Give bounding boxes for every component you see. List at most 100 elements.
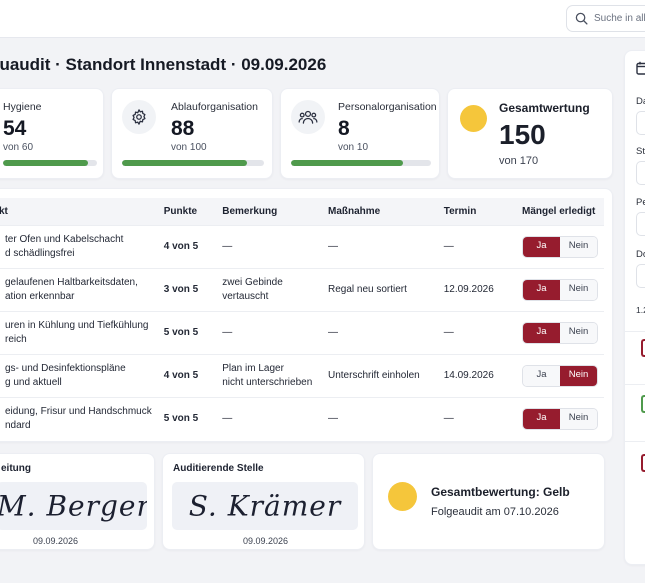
signature-card-leitung: eitung M. Berger 09.09.2026: [0, 453, 155, 550]
date-cell: —: [437, 310, 516, 354]
kpi-label: Ablauforganisation: [171, 101, 258, 113]
kpi-sub: von 10: [338, 142, 369, 153]
item-cell: eidung, Frisur und Handschmuck ndard: [0, 396, 158, 440]
date-cell: —: [437, 396, 516, 440]
item-cell: gs- und Desinfektionspläne g und aktuell: [0, 353, 158, 397]
toggle-yes[interactable]: Ja: [523, 322, 560, 343]
resolved-toggle[interactable]: Ja Nein: [522, 407, 598, 430]
progress-bar: [122, 160, 264, 166]
signature-text: M. Berger: [0, 489, 147, 523]
signature-field[interactable]: S. Krämer: [172, 482, 358, 530]
remark-cell: Plan im Lager nicht unterschrieben: [216, 353, 322, 397]
side-input-person[interactable]: [636, 212, 645, 236]
signature-date: 09.09.2026: [243, 536, 289, 546]
resolved-toggle[interactable]: Ja Nein: [522, 364, 598, 387]
signature-text: S. Krämer: [188, 489, 342, 523]
table-row: uren in Kühlung und Tiefkühlung reich 5 v…: [0, 310, 604, 354]
action-cell: —: [321, 310, 438, 354]
toggle-yes[interactable]: Ja: [523, 408, 560, 429]
resolved-cell: Ja Nein: [516, 310, 604, 354]
table-row: gelaufenen Haltbarkeitsdaten, ation erken…: [0, 267, 604, 311]
resolved-cell: Ja Nein: [516, 353, 604, 397]
kpi-card-ablauforganisation: Ablauforganisation 88 von 100: [111, 88, 273, 179]
action-cell: —: [321, 224, 438, 268]
toggle-yes[interactable]: Ja: [523, 236, 560, 257]
progress-fill: [291, 160, 403, 166]
result-card: Gesamtbewertung: Gelb Folgeaudit am 07.1…: [372, 453, 605, 550]
side-divider: [625, 331, 645, 332]
total-value: 150: [499, 119, 546, 150]
resolved-toggle[interactable]: Ja Nein: [522, 278, 598, 301]
total-sub: von 170: [499, 155, 539, 167]
kpi-value: 88: [171, 117, 195, 140]
toggle-yes[interactable]: Ja: [523, 365, 560, 386]
side-count: 1.2: [636, 305, 645, 315]
remark-cell: —: [216, 224, 322, 268]
toggle-no[interactable]: Nein: [560, 365, 597, 386]
score-cell: 4 von 5: [157, 353, 217, 397]
search-placeholder: Suche in allen: [594, 13, 645, 24]
top-bar: Suche in allen: [0, 0, 645, 38]
score-cell: 5 von 5: [157, 310, 217, 354]
kpi-card-personalorganisation: Personalorganisation 8 von 10: [280, 88, 440, 179]
progress-bar: [3, 160, 97, 166]
toggle-no[interactable]: Nein: [560, 408, 597, 429]
table-row: eidung, Frisur und Handschmuck ndard 5 vo…: [0, 396, 604, 440]
kpi-label: Hygiene: [3, 101, 42, 113]
warning-flag-icon: [641, 454, 645, 472]
column-header-termin: Termin: [437, 198, 516, 225]
action-cell: Unterschrift einholen: [321, 353, 438, 397]
remark-cell: —: [216, 396, 322, 440]
resolved-toggle[interactable]: Ja Nein: [522, 321, 598, 344]
column-header-maengel-erledigt: Mängel erledigt: [516, 198, 604, 225]
total-label: Gesamtwertung: [499, 101, 590, 115]
remark-cell: —: [216, 310, 322, 354]
score-cell: 4 von 5: [157, 224, 217, 268]
column-header-massnahme: Maßnahme: [321, 198, 438, 225]
total-score-card: Gesamtwertung 150 von 170: [447, 88, 613, 179]
checks-table-card: kt Punkte Bemerkung Maßnahme Termin Mäng…: [0, 188, 613, 442]
side-input-document[interactable]: [636, 264, 645, 288]
column-header-item: kt: [0, 198, 158, 225]
resolved-cell: Ja Nein: [516, 396, 604, 440]
search-icon: [575, 12, 588, 25]
checks-table: kt Punkte Bemerkung Maßnahme Termin Mäng…: [0, 198, 604, 440]
resolved-toggle[interactable]: Ja Nein: [522, 235, 598, 258]
kpi-value: 54: [3, 117, 27, 140]
side-divider: [625, 384, 645, 385]
action-cell: Regal neu sortiert: [321, 267, 438, 311]
calendar-icon: [636, 61, 645, 75]
status-dot: [460, 105, 487, 132]
remark-cell: zwei Gebinde vertauscht: [216, 267, 322, 311]
side-input-date[interactable]: [636, 111, 645, 135]
signature-card-auditor: Auditierende Stelle S. Krämer 09.09.2026: [162, 453, 365, 550]
toggle-yes[interactable]: Ja: [523, 279, 560, 300]
signature-label: Auditierende Stelle: [173, 463, 264, 474]
resolved-cell: Ja Nein: [516, 267, 604, 311]
toggle-no[interactable]: Nein: [560, 279, 597, 300]
kpi-value: 8: [338, 117, 350, 140]
score-cell: 3 von 5: [157, 267, 217, 311]
kpi-sub: von 100: [171, 142, 207, 153]
kpi-sub: von 60: [3, 142, 34, 153]
side-panel: Da Sta Pe Do 1.2: [624, 50, 645, 565]
signature-date: 09.09.2026: [33, 536, 79, 546]
status-dot: [388, 482, 417, 511]
result-title: Gesamtbewertung: Gelb: [431, 485, 570, 499]
item-cell: gelaufenen Haltbarkeitsdaten, ation erken…: [0, 267, 158, 311]
progress-bar: [291, 160, 431, 166]
side-label-person: Pe: [636, 197, 645, 208]
signature-field[interactable]: M. Berger: [0, 482, 147, 530]
side-input-location[interactable]: [636, 161, 645, 185]
search-input[interactable]: Suche in allen: [566, 5, 645, 32]
date-cell: 14.09.2026: [437, 353, 516, 397]
toggle-no[interactable]: Nein: [560, 236, 597, 257]
side-label-date: Da: [636, 96, 645, 107]
item-cell: uren in Kühlung und Tiefkühlung reich: [0, 310, 158, 354]
signature-label: eitung: [1, 463, 31, 474]
users-icon: [291, 100, 325, 134]
side-divider: [625, 441, 645, 442]
toggle-no[interactable]: Nein: [560, 322, 597, 343]
check-flag-icon: [641, 395, 645, 413]
page-title: lluaudit · Standort Innenstadt · 09.09.2…: [0, 55, 327, 74]
